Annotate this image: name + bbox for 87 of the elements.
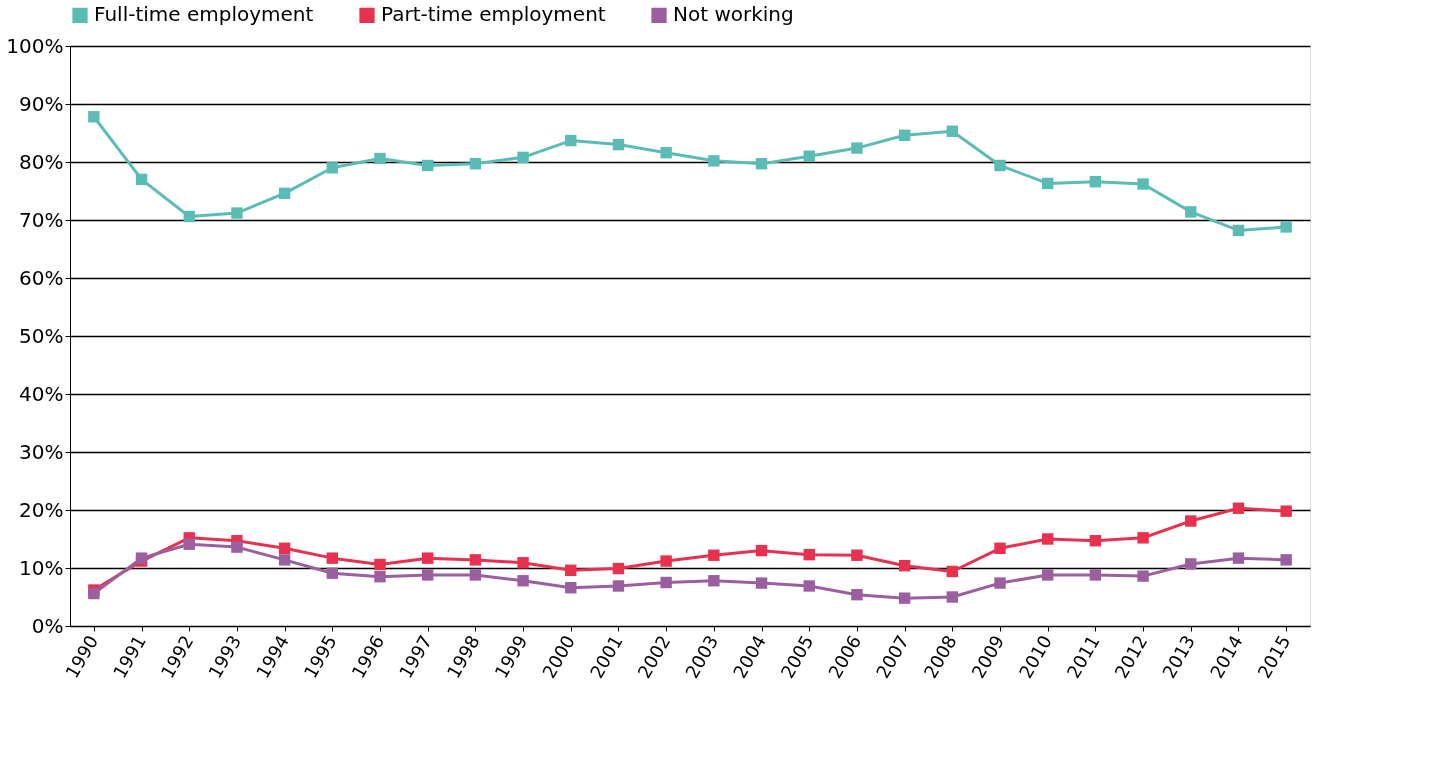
- point: [660, 147, 672, 159]
- point: [1280, 505, 1292, 517]
- y-tick-label: 10%: [19, 555, 64, 580]
- y-tick-label: 0%: [31, 613, 64, 638]
- y-tick-label: 30%: [19, 439, 64, 464]
- point: [1280, 221, 1292, 233]
- point: [1089, 535, 1102, 547]
- point: [1041, 569, 1054, 581]
- point: [421, 569, 434, 581]
- point: [469, 569, 482, 581]
- y-tick-label: 80%: [19, 149, 64, 174]
- point: [898, 129, 911, 142]
- point: [1185, 515, 1197, 527]
- point: [1137, 532, 1149, 544]
- point: [660, 576, 672, 589]
- point: [1232, 502, 1245, 514]
- point: [994, 542, 1006, 554]
- point: [565, 134, 577, 147]
- point: [755, 577, 768, 589]
- point: [994, 159, 1006, 172]
- point: [612, 138, 625, 151]
- point: [1137, 570, 1149, 582]
- point: [708, 575, 720, 587]
- y-tick-label: 90%: [19, 91, 64, 116]
- point: [1232, 224, 1245, 237]
- point: [708, 155, 720, 167]
- point: [612, 562, 625, 575]
- y-tick-label: 50%: [19, 323, 64, 348]
- point: [326, 162, 339, 174]
- point: [708, 549, 720, 561]
- point: [803, 548, 815, 561]
- point: [803, 580, 815, 592]
- point: [231, 541, 243, 553]
- point: [231, 207, 243, 219]
- point: [1232, 552, 1245, 564]
- point: [1041, 177, 1054, 190]
- point: [946, 565, 959, 578]
- legend-label: Not working: [673, 2, 794, 27]
- point: [469, 554, 482, 566]
- point: [994, 577, 1006, 589]
- point: [612, 580, 625, 592]
- point: [517, 557, 529, 569]
- point: [755, 544, 768, 557]
- point: [1089, 176, 1102, 188]
- point: [1041, 533, 1054, 545]
- point: [135, 173, 148, 186]
- point: [517, 575, 529, 587]
- point: [1185, 558, 1197, 570]
- point: [183, 210, 195, 223]
- point: [88, 111, 100, 123]
- point: [898, 559, 911, 572]
- legend-label: Part-time employment: [381, 2, 606, 27]
- point: [851, 588, 863, 601]
- point: [326, 552, 339, 564]
- point: [88, 587, 100, 600]
- point: [851, 549, 863, 561]
- point: [1185, 206, 1197, 218]
- point: [946, 125, 959, 137]
- y-tick-label: 100%: [6, 33, 64, 58]
- point: [517, 151, 529, 164]
- point: [803, 150, 815, 162]
- point: [469, 158, 482, 170]
- point: [374, 571, 386, 583]
- point: [898, 592, 911, 604]
- point: [374, 152, 386, 165]
- point: [755, 158, 768, 170]
- point: [1137, 178, 1149, 190]
- point: [1280, 554, 1292, 566]
- point: [1089, 569, 1102, 581]
- point: [660, 555, 672, 567]
- point: [565, 582, 577, 594]
- point: [421, 159, 434, 172]
- legend-label: Full-time employment: [94, 2, 314, 27]
- point: [278, 187, 291, 200]
- y-tick-label: 60%: [19, 265, 64, 290]
- point: [374, 558, 386, 571]
- point: [946, 591, 959, 603]
- y-tick-label: 20%: [19, 497, 64, 522]
- point: [278, 542, 291, 554]
- point: [851, 142, 863, 154]
- y-tick-label: 70%: [19, 207, 64, 232]
- point: [278, 554, 291, 566]
- point: [326, 567, 339, 579]
- point: [565, 564, 577, 577]
- y-tick-label: 40%: [19, 381, 64, 406]
- point: [183, 538, 195, 550]
- point: [421, 552, 434, 564]
